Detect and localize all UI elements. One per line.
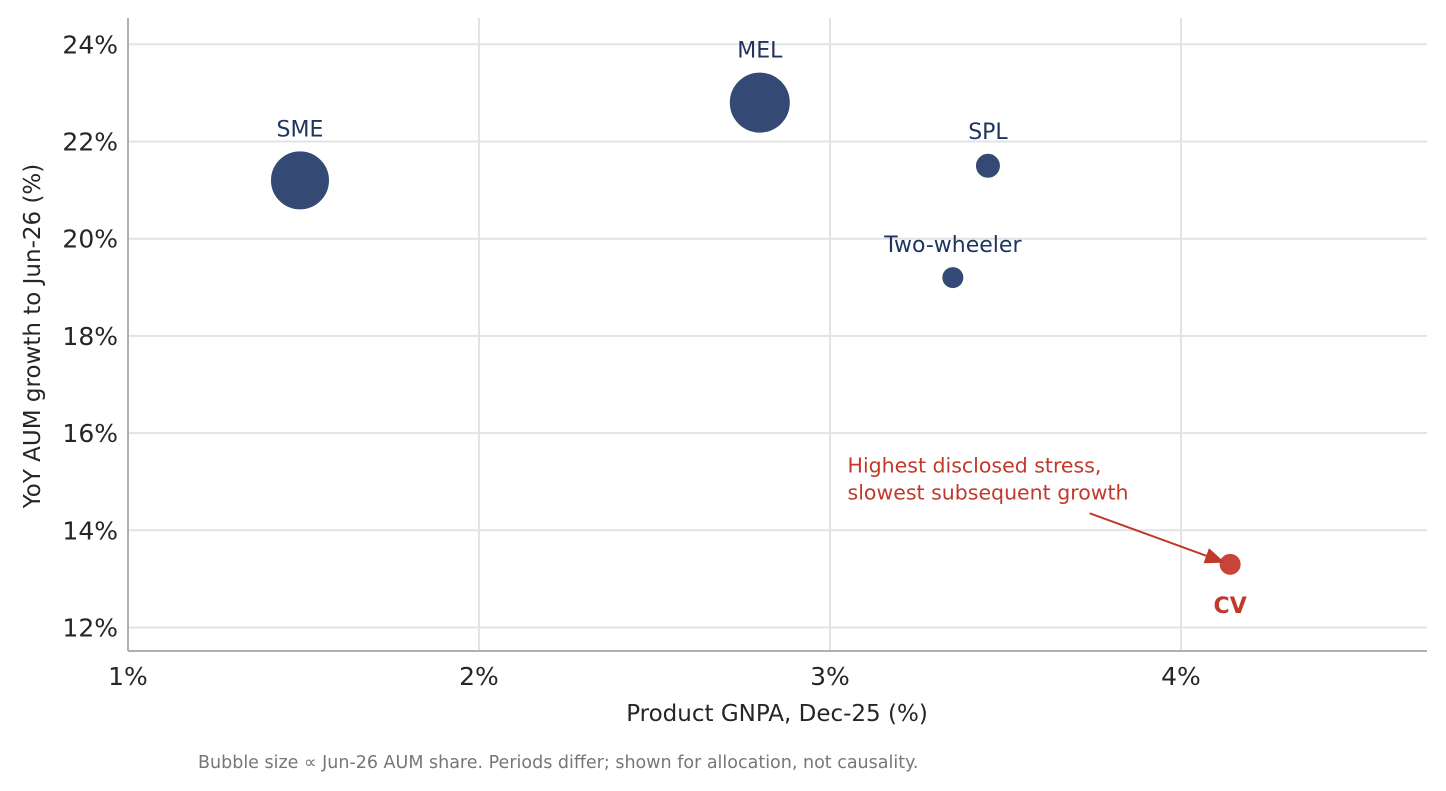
annotation-line-1: Highest disclosed stress, <box>848 453 1102 477</box>
data-point <box>940 265 966 291</box>
y-tick-label: 12% <box>62 614 118 643</box>
x-tick-label: 2% <box>459 662 499 691</box>
y-axis-title: YoY AUM growth to Jun-26 (%) <box>20 164 46 510</box>
annotation: Highest disclosed stress, slowest subseq… <box>848 453 1225 564</box>
y-tick-label: 16% <box>62 419 118 448</box>
y-tick-label: 14% <box>62 516 118 545</box>
annotation-arrow <box>1089 512 1225 564</box>
data-point <box>973 151 1002 180</box>
tick-labels: 12% 14% 16% 18% 20% 22% 24% 1% 2% 3% 4% <box>62 30 1200 691</box>
x-tick-label: 1% <box>108 662 148 691</box>
y-tick-label: 18% <box>62 322 118 351</box>
y-tick-label: 20% <box>62 225 118 254</box>
annotation-line-2: slowest subsequent growth <box>848 480 1129 504</box>
data-point <box>1217 551 1243 577</box>
data-point <box>727 70 792 135</box>
x-tick-label: 4% <box>1161 662 1201 691</box>
grid-lines <box>128 18 1427 651</box>
data-point <box>268 149 331 212</box>
point-label: Two-wheeler <box>883 233 1022 258</box>
footnote: Bubble size ∝ Jun-26 AUM share. Periods … <box>198 753 919 773</box>
point-labels: SME MEL SPL Two-wheeler CV <box>277 39 1247 619</box>
point-label: SME <box>277 117 324 142</box>
axes <box>127 18 1427 652</box>
x-tick-label: 3% <box>810 662 850 691</box>
point-label: MEL <box>737 39 783 64</box>
y-tick-label: 22% <box>62 128 118 157</box>
point-label: SPL <box>968 120 1008 145</box>
x-axis-title: Product GNPA, Dec-25 (%) <box>626 701 928 727</box>
point-label: CV <box>1214 594 1247 619</box>
y-tick-label: 24% <box>62 30 118 59</box>
